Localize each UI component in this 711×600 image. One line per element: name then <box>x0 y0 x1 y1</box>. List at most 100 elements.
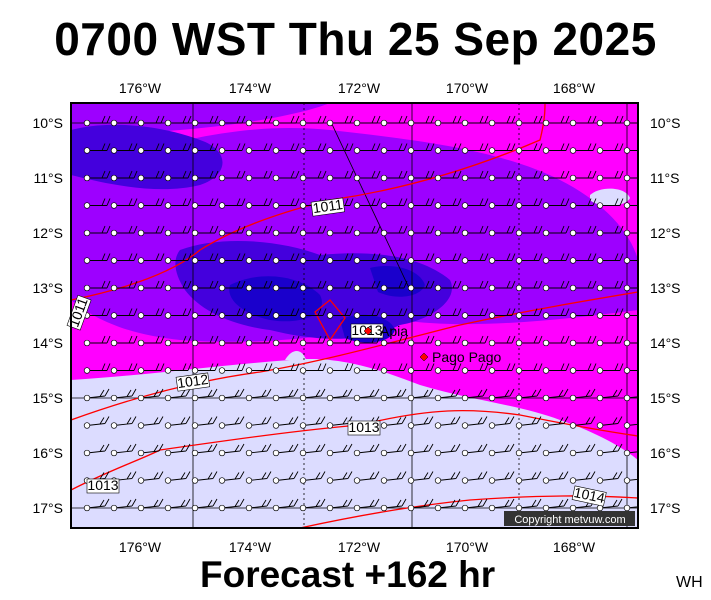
station-circle-icon <box>407 394 415 402</box>
wind-barb-icon <box>623 257 638 264</box>
wind-barb-icon <box>164 498 191 512</box>
station-circle-icon <box>488 477 496 484</box>
station-circle-icon <box>218 312 226 319</box>
station-circle-icon <box>83 367 91 374</box>
station-circle-icon <box>542 504 550 512</box>
station-circle-icon <box>596 422 604 429</box>
station-circle-icon <box>245 147 253 154</box>
wind-barb-icon <box>569 308 597 319</box>
wind-barb-icon <box>218 280 246 292</box>
station-circle-icon <box>569 312 577 319</box>
station-circle-icon <box>434 257 442 264</box>
wind-barb-icon <box>326 143 354 154</box>
wind-barb-icon <box>542 280 570 292</box>
station-circle-icon <box>407 229 415 237</box>
station-circle-icon <box>245 367 253 374</box>
station-circle-icon <box>353 202 361 209</box>
lon-label: 174°W <box>229 539 272 555</box>
wind-barb-icon <box>137 170 165 182</box>
station-circle-icon <box>272 229 280 237</box>
wind-barb-icon <box>191 143 219 154</box>
wind-barb-icon <box>434 335 462 347</box>
wind-barb-icon <box>218 443 245 457</box>
station-circle-icon <box>353 504 361 512</box>
wind-barb-icon <box>353 388 380 402</box>
wind-barb-icon <box>380 388 407 402</box>
wind-barb-icon <box>434 416 461 429</box>
station-circle-icon <box>596 394 604 402</box>
wind-barb-icon <box>488 498 515 512</box>
wind-barb-icon <box>542 170 570 182</box>
station-circle-icon <box>299 367 307 374</box>
station-circle-icon <box>353 174 361 182</box>
station-circle-icon <box>326 504 334 512</box>
lon-labels-bottom: 176°W 174°W 172°W 170°W 168°W <box>119 539 596 555</box>
station-circle-icon <box>569 202 577 209</box>
wind-barb-icon <box>245 198 273 209</box>
station-circle-icon <box>623 339 631 347</box>
station-circle-icon <box>191 174 199 182</box>
wind-barb-icon <box>434 143 462 154</box>
station-circle-icon <box>137 119 145 127</box>
station-circle-icon <box>191 477 199 484</box>
wind-barb-icon <box>110 198 138 209</box>
wind-barb-icon <box>299 253 327 264</box>
station-circle-icon <box>164 422 172 429</box>
wind-barb-icon <box>407 416 434 429</box>
station-circle-icon <box>596 202 604 209</box>
station-circle-icon <box>569 422 577 429</box>
lat-label: 15°S <box>32 390 63 406</box>
station-circle-icon <box>542 284 550 292</box>
station-circle-icon <box>623 119 631 127</box>
station-circle-icon <box>515 422 523 429</box>
wind-barb-icon <box>596 225 624 237</box>
wind-barb-icon <box>272 198 300 209</box>
wind-barb-icon <box>569 280 597 292</box>
station-circle-icon <box>407 284 415 292</box>
station-circle-icon <box>218 504 226 512</box>
wind-barb-icon <box>542 443 569 457</box>
isobar-label: 1014 <box>573 484 607 506</box>
station-circle-icon <box>407 257 415 264</box>
wind-barb-icon <box>569 471 596 484</box>
wind-barb-icon <box>137 471 164 484</box>
wind-barb-icon <box>137 198 165 209</box>
wind-barb-icon <box>245 471 272 484</box>
wind-barb-icon <box>569 198 597 209</box>
wind-barb-icon <box>569 388 596 402</box>
wind-barb-icon <box>434 471 461 484</box>
wind-barb-icon <box>542 115 570 127</box>
lon-label: 170°W <box>446 80 489 96</box>
station-circle-icon <box>596 119 604 127</box>
station-circle-icon <box>83 422 91 429</box>
station-circle-icon <box>434 367 442 374</box>
isobar-label: 1013 <box>87 477 118 493</box>
wind-barb-icon <box>623 174 638 182</box>
wind-barb-icon <box>83 416 110 429</box>
wind-barb-icon <box>380 498 407 512</box>
wind-barb-icon <box>461 498 488 512</box>
station-circle-icon <box>380 339 388 347</box>
wind-barb-icon <box>245 388 272 402</box>
lat-label: 13°S <box>32 280 63 296</box>
station-circle-icon <box>569 174 577 182</box>
station-circle-icon <box>164 284 172 292</box>
wind-barb-icon <box>380 443 407 457</box>
station-circle-icon <box>380 257 388 264</box>
wind-barb-icon <box>353 280 381 292</box>
station-circle-icon <box>218 422 226 429</box>
wind-barb-icon <box>218 253 246 264</box>
station-circle-icon <box>326 174 334 182</box>
station-circle-icon <box>380 422 388 429</box>
wind-barb-icon <box>569 225 597 237</box>
station-circle-icon <box>353 339 361 347</box>
station-circle-icon <box>380 312 388 319</box>
wind-barb-icon <box>569 335 597 347</box>
station-circle-icon <box>272 367 280 374</box>
wind-barb-icon <box>137 498 164 512</box>
wind-barb-icon <box>164 170 192 182</box>
station-circle-icon <box>488 257 496 264</box>
wind-barb-icon <box>596 253 624 264</box>
wind-barb-icon <box>596 143 624 154</box>
wind-barb-icon <box>461 471 488 484</box>
